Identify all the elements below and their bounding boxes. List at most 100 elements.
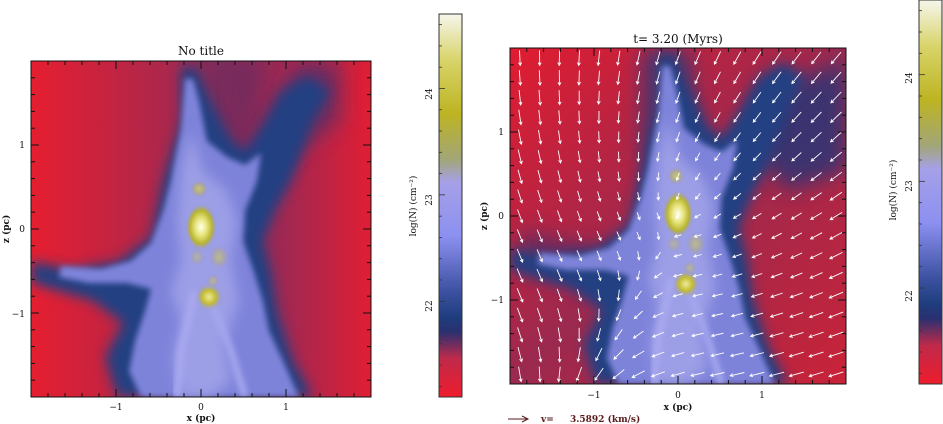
velocity-arrow	[635, 50, 641, 66]
velocity-arrow	[829, 191, 843, 201]
velocity-arrow	[809, 292, 823, 299]
velocity-arrow	[830, 111, 842, 124]
right-x-axis-label: x (pc)	[664, 402, 693, 413]
velocity-arrow	[733, 172, 742, 181]
velocity-arrow	[670, 352, 685, 358]
velocity-arrow	[517, 189, 524, 204]
velocity-arrow	[651, 331, 664, 338]
velocity-arrow	[828, 331, 844, 339]
velocity-arrow	[749, 332, 764, 338]
velocity-arrow	[537, 327, 543, 343]
left-colorbar-tick: 23	[425, 194, 435, 206]
velocity-arrow	[616, 70, 621, 86]
velocity-arrow	[577, 308, 582, 323]
velocity-arrow	[517, 346, 523, 363]
velocity-arrow	[557, 346, 562, 363]
velocity-arrow	[635, 71, 641, 86]
left-chart-title: No title	[178, 44, 224, 58]
velocity-arrow	[712, 233, 722, 239]
velocity-arrow	[769, 332, 784, 338]
velocity-arrow	[770, 292, 783, 299]
velocity-arrow	[771, 111, 782, 123]
velocity-arrow	[577, 327, 582, 343]
velocity-arrow	[538, 89, 543, 106]
velocity-arrow	[733, 132, 741, 143]
velocity-arrow	[710, 332, 724, 338]
velocity-arrow	[711, 313, 724, 318]
velocity-arrow	[518, 70, 523, 87]
velocity-arrow	[690, 352, 705, 358]
velocity-arrow	[576, 250, 583, 262]
velocity-arrow	[656, 232, 661, 241]
velocity-arrow	[557, 150, 563, 164]
velocity-arrow	[791, 131, 802, 143]
left-colorbar-label: log(N) (cm⁻²)	[408, 176, 419, 237]
velocity-arrow	[538, 366, 542, 383]
velocity-arrow	[695, 172, 701, 181]
velocity-arrow	[596, 70, 601, 86]
velocity-arrow	[788, 371, 804, 378]
velocity-arrow	[830, 71, 842, 84]
velocity-arrow	[751, 233, 762, 239]
velocity-arrow	[809, 252, 823, 260]
velocity-arrow	[750, 292, 763, 298]
velocity-arrow	[809, 212, 823, 220]
velocity-arrow	[749, 371, 765, 378]
velocity-arrow	[673, 234, 682, 238]
velocity-arrow	[791, 172, 802, 181]
velocity-arrow	[557, 308, 563, 323]
velocity-arrow	[829, 232, 843, 240]
velocity-arrow	[790, 192, 802, 201]
velocity-arrow	[751, 273, 763, 279]
velocity-arrow	[769, 312, 784, 318]
velocity-arrow	[709, 372, 725, 378]
velocity-arrow	[692, 254, 702, 258]
right-colorbar-label: log(N) (cm⁻²)	[888, 160, 899, 221]
velocity-arrow	[556, 366, 561, 383]
velocity-arrow	[729, 372, 745, 378]
velocity-arrow	[536, 229, 543, 243]
velocity-arrow	[810, 192, 822, 201]
velocity-arrow	[828, 351, 844, 358]
velocity-arrow	[808, 331, 824, 338]
velocity-arrow	[577, 170, 582, 183]
velocity-arrow	[810, 151, 822, 162]
velocity-arrow	[671, 332, 684, 338]
velocity-arrow	[752, 71, 762, 85]
right-colorbar-tick: 22	[905, 290, 915, 301]
velocity-arrow	[577, 70, 581, 86]
velocity-arrow	[597, 110, 601, 125]
velocity-arrow	[517, 327, 524, 343]
velocity-arrow	[516, 307, 524, 323]
velocity-arrow	[752, 192, 762, 200]
velocity-arrow	[536, 209, 543, 223]
velocity-arrow	[830, 51, 842, 65]
velocity-arrow	[656, 212, 661, 221]
velocity-arrow	[577, 150, 582, 164]
velocity-arrow	[791, 152, 802, 162]
velocity-arrow	[617, 270, 622, 282]
velocity-arrow	[791, 111, 802, 123]
velocity-arrow	[811, 51, 822, 65]
velocity-arrow	[752, 51, 762, 66]
velocity-arrow	[596, 328, 602, 342]
right-xtick-label: 1	[759, 391, 765, 401]
velocity-arrow	[730, 332, 744, 338]
velocity-arrow	[752, 112, 762, 123]
left-colorbar-tick: 24	[425, 88, 435, 100]
left-xtick-label: −1	[109, 403, 122, 413]
velocity-arrow	[732, 193, 742, 200]
velocity-arrow	[653, 292, 663, 298]
velocity-arrow	[692, 293, 703, 298]
velocity-arrow	[690, 371, 705, 378]
velocity-arrow	[770, 272, 783, 279]
velocity-vectors	[516, 50, 844, 383]
left-x-axis-label: x (pc)	[187, 413, 216, 424]
velocity-arrow	[772, 91, 782, 104]
velocity-arrow	[655, 91, 661, 105]
velocity-arrow	[675, 91, 681, 104]
velocity-arrow	[616, 111, 621, 124]
velocity-arrow	[576, 50, 581, 67]
velocity-arrow	[636, 270, 641, 281]
